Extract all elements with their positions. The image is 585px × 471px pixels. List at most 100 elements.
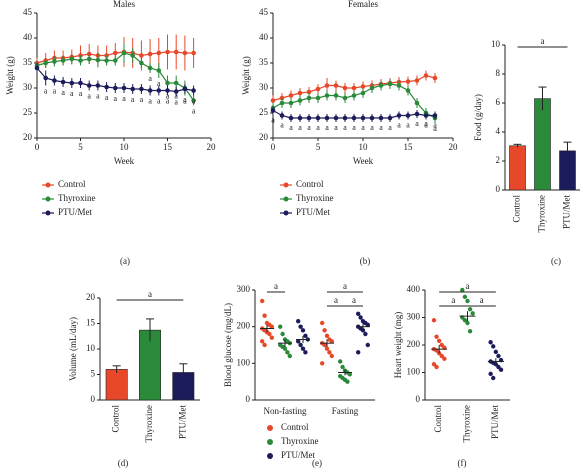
data-point — [405, 113, 411, 118]
data-point — [191, 50, 196, 56]
data-point — [345, 379, 350, 384]
data-point — [147, 88, 153, 93]
data-point — [270, 108, 276, 113]
x-tick-label: 15 — [163, 142, 173, 152]
data-point — [320, 320, 325, 326]
data-point — [60, 58, 66, 63]
data-point — [387, 115, 393, 121]
data-point — [269, 324, 274, 329]
significance-label: a — [424, 120, 428, 129]
significance-label: a — [406, 120, 410, 129]
y-tick-label: 45 — [23, 7, 33, 17]
data-point — [320, 361, 325, 366]
data-point — [432, 113, 438, 118]
data-point — [306, 115, 312, 121]
data-point — [303, 350, 308, 355]
data-point — [139, 53, 144, 58]
data-point — [156, 50, 162, 56]
data-point — [113, 58, 118, 63]
x-tick-label: Fasting — [332, 406, 359, 416]
legend-label: Thyroxine — [58, 193, 96, 203]
data-point — [52, 78, 57, 83]
data-point — [173, 89, 179, 94]
y-tick-label: 20 — [86, 292, 96, 302]
y-tick-label: 200 — [237, 321, 251, 331]
significance-label: a — [105, 93, 109, 102]
data-point — [298, 324, 303, 329]
y-tick-label: 2 — [496, 155, 501, 165]
legend-marker — [267, 439, 273, 445]
x-tick-label: 20 — [207, 142, 217, 152]
significance-label: a — [148, 74, 152, 83]
significance-label: a — [361, 123, 365, 132]
data-point — [288, 100, 294, 106]
data-point — [147, 51, 153, 57]
y-tick-label: 5 — [91, 369, 96, 379]
legend-label: Thyroxine — [296, 193, 334, 203]
significance-label: a — [96, 91, 100, 100]
data-point — [322, 342, 327, 348]
data-point — [465, 298, 470, 304]
data-point — [306, 89, 312, 95]
bar — [534, 98, 551, 191]
data-point — [414, 78, 420, 83]
data-point — [439, 342, 444, 348]
x-tick-label: 5 — [316, 142, 321, 152]
significance-label: a — [307, 123, 311, 132]
data-point — [405, 79, 411, 84]
significance-label: a — [466, 281, 470, 291]
legend-marker — [45, 196, 51, 202]
data-point — [182, 50, 188, 56]
panel-label: (b) — [360, 256, 371, 266]
data-point — [488, 371, 493, 377]
data-point — [95, 57, 101, 63]
x-tick-label: Thyroxine — [462, 405, 472, 443]
x-tick-label: Thyroxine — [537, 195, 547, 233]
data-point — [423, 113, 429, 118]
y-tick-label: 35 — [259, 57, 269, 67]
data-point — [300, 346, 306, 351]
x-tick-label: 15 — [404, 142, 414, 152]
significance-label: a — [148, 96, 152, 105]
y-tick-label: 20 — [259, 132, 269, 142]
data-point — [460, 287, 465, 293]
data-point — [405, 88, 411, 93]
legend-marker — [267, 453, 273, 459]
panel-label: (f) — [458, 458, 467, 468]
data-point — [191, 98, 196, 103]
data-point — [130, 86, 135, 92]
data-point — [269, 335, 274, 340]
significance-label: a — [271, 115, 275, 124]
data-point — [315, 115, 321, 121]
data-point — [365, 342, 370, 348]
data-point — [69, 80, 75, 86]
x-tick-label: Control — [433, 405, 443, 433]
significance-label: a — [325, 123, 329, 132]
x-tick-label: PTU/Met — [490, 405, 500, 440]
legend-label: Control — [296, 179, 324, 189]
data-point — [356, 350, 361, 355]
data-point — [121, 50, 127, 56]
legend-label: PTU/Met — [281, 450, 316, 460]
data-point — [342, 115, 348, 121]
data-point — [324, 346, 330, 351]
significance-label: a — [298, 123, 302, 132]
x-tick-label: PTU/Met — [177, 405, 187, 440]
data-point — [333, 93, 339, 98]
data-point — [351, 85, 357, 91]
data-point — [173, 80, 179, 86]
significance-label: a — [166, 96, 170, 105]
data-point — [297, 115, 303, 121]
significance-label: a — [388, 123, 392, 132]
significance-label: a — [451, 295, 455, 305]
data-point — [315, 86, 321, 92]
data-point — [324, 93, 330, 98]
data-point — [260, 339, 265, 344]
data-point — [296, 339, 301, 344]
data-point — [121, 85, 127, 91]
bar — [509, 145, 526, 191]
data-point — [333, 83, 339, 88]
y-tick-label: 0 — [91, 394, 96, 404]
significance-label: a — [192, 96, 196, 105]
y-tick-label: 25 — [23, 107, 33, 117]
